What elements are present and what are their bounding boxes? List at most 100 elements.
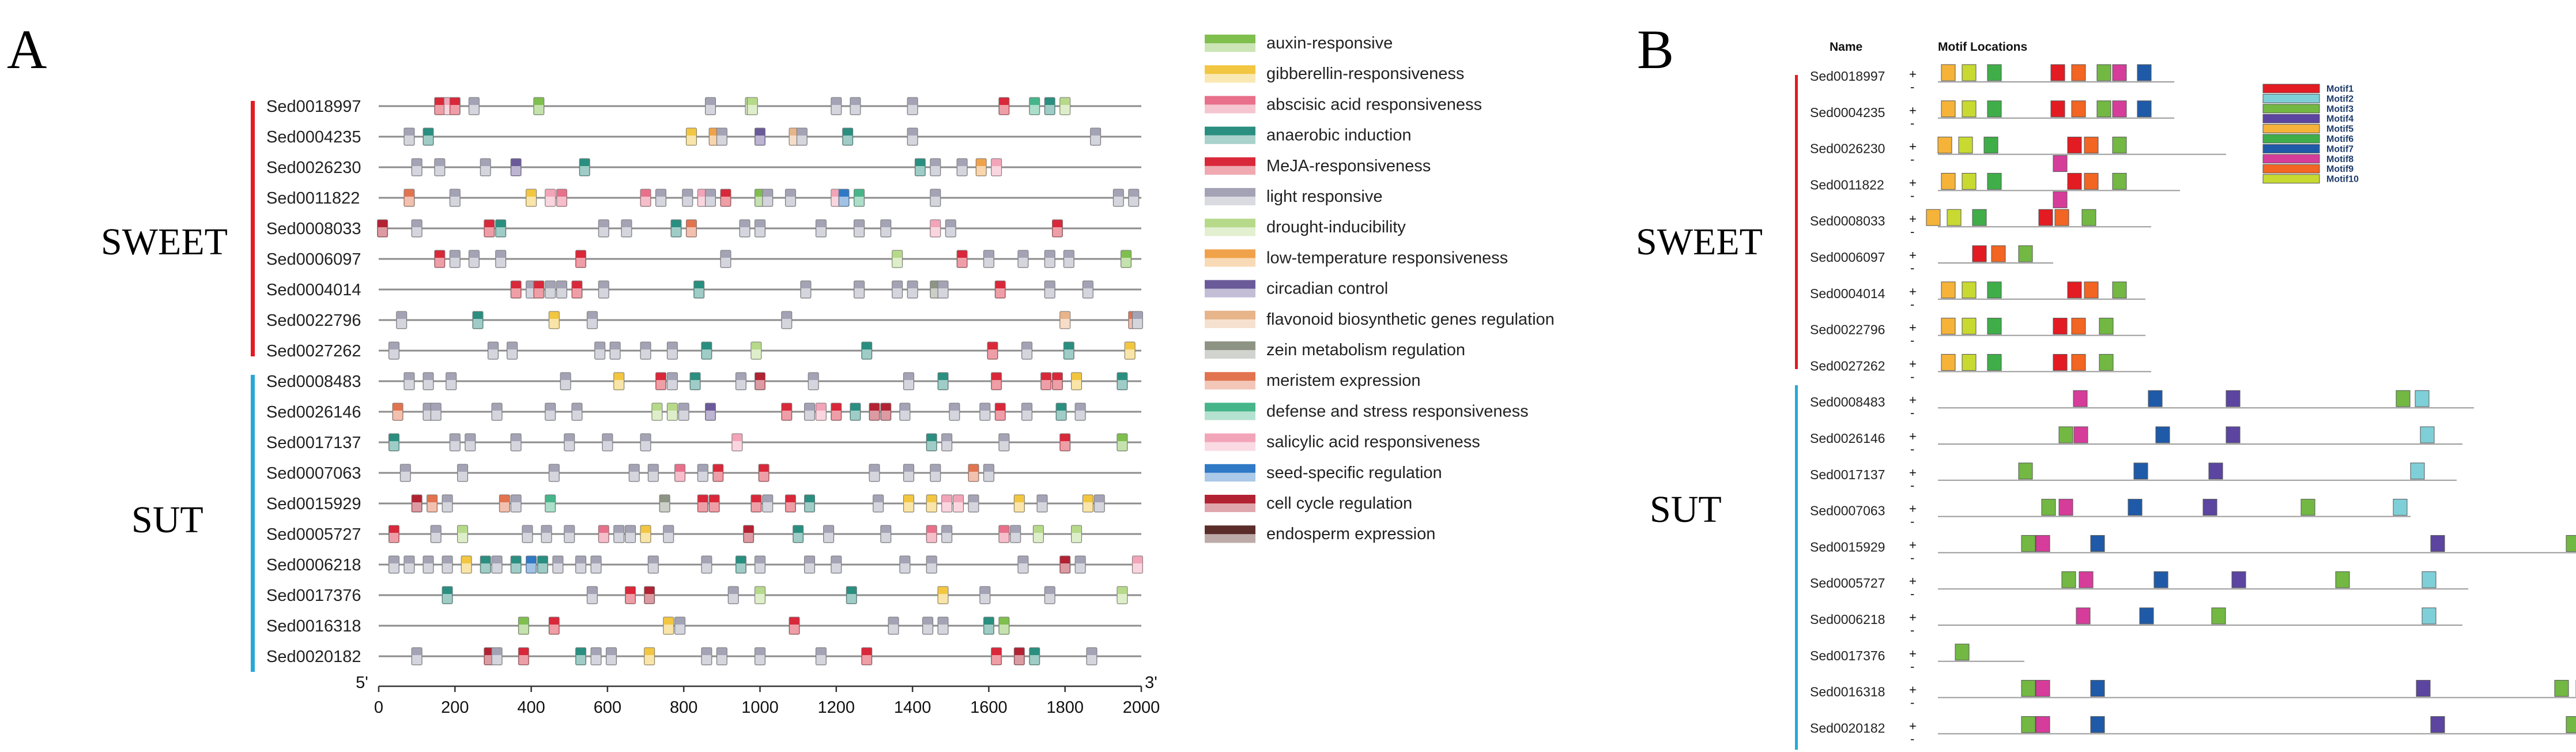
cis-element-highlight [1064, 258, 1074, 267]
legend-label: low-temperature responsiveness [1266, 249, 1508, 267]
cis-element-highlight [641, 441, 651, 450]
motif-box [2050, 100, 2065, 118]
cis-element-highlight [443, 563, 452, 573]
strand-plus: + [1909, 719, 1917, 733]
motif-box [1958, 137, 1973, 154]
cis-element-highlight [953, 502, 963, 512]
cis-element-highlight [572, 288, 582, 298]
legend-label: auxin-responsive [1266, 34, 1393, 52]
motif-box [1962, 172, 1977, 190]
cis-element-highlight [809, 380, 819, 389]
cis-element-highlight [751, 349, 761, 359]
cis-element-highlight [698, 502, 708, 512]
motif-box [2084, 137, 2099, 154]
strand-minus: - [1910, 695, 1914, 710]
panel-a-sut-bracket [251, 375, 255, 672]
cis-element-highlight [976, 166, 986, 175]
cis-element-highlight [667, 411, 677, 420]
cis-element-highlight [641, 197, 651, 206]
cis-element-highlight [782, 411, 791, 420]
cis-element-highlight [500, 502, 510, 512]
motif-box [1987, 318, 2002, 335]
motif-box [2300, 499, 2315, 516]
motif-legend-swatch [2262, 124, 2320, 134]
cis-element-highlight [736, 563, 746, 573]
cis-element-highlight [534, 105, 544, 114]
cis-element-highlight [706, 105, 715, 114]
cis-element-highlight [450, 105, 460, 114]
cis-element-highlight [801, 288, 810, 298]
panel-b-gene-label: Sed0016318 [1810, 685, 1885, 700]
motif-box [2566, 535, 2576, 552]
motif-box [2021, 535, 2036, 552]
strand-minus: - [1910, 514, 1914, 529]
cis-element-highlight [968, 472, 978, 481]
cis-element-highlight [854, 288, 864, 298]
motif-box [1962, 318, 1977, 335]
motif-box [1947, 209, 1962, 226]
cis-element-highlight [706, 411, 715, 420]
cis-element-highlight [545, 288, 555, 298]
motif-box [2112, 172, 2127, 190]
motif-box [2058, 426, 2073, 443]
cis-element-highlight [492, 563, 502, 573]
motif-box [2067, 172, 2082, 190]
panel-a-gene-label: Sed0017137 [266, 434, 361, 452]
panel-b-sweet-bracket [1795, 75, 1798, 369]
cis-element-highlight [900, 411, 910, 420]
cis-element-highlight [1029, 105, 1039, 114]
legend-swatch-gradient [1205, 258, 1255, 267]
cis-element-highlight [1072, 380, 1081, 389]
cis-element-highlight [938, 625, 948, 634]
cis-element-highlight [701, 349, 711, 359]
cis-element-highlight [1045, 288, 1055, 298]
panel-b-gene-label: Sed0017376 [1810, 648, 1885, 663]
cis-element-highlight [831, 411, 841, 420]
strand-minus: - [1910, 224, 1914, 239]
motif-box [2050, 64, 2065, 81]
cis-element-highlight [805, 502, 814, 512]
motif-legend-swatch [2262, 144, 2320, 153]
motif-box [2090, 535, 2105, 552]
cis-element-highlight [412, 166, 422, 175]
motif-box [2054, 209, 2069, 226]
motif-box [1987, 64, 2002, 81]
axis-tick-label: 200 [441, 698, 469, 717]
axis-tick-label: 1000 [741, 698, 779, 717]
cis-element-highlight [968, 502, 978, 512]
cis-element-highlight [755, 136, 765, 145]
cis-element-highlight [561, 380, 571, 389]
cis-element-highlight [862, 349, 872, 359]
cis-element-highlight [404, 136, 414, 145]
cis-element-highlight [423, 136, 433, 145]
cis-element-highlight [553, 563, 563, 573]
cis-element-highlight [869, 411, 879, 420]
cis-element-highlight [1060, 105, 1070, 114]
cis-element-highlight [1076, 411, 1085, 420]
cis-element-highlight [1018, 258, 1028, 267]
cis-element-highlight [404, 380, 414, 389]
cis-element-highlight [701, 655, 711, 664]
cis-element-highlight [755, 380, 765, 389]
cis-element-highlight [511, 441, 521, 450]
motif-box [2035, 535, 2050, 552]
cis-element-highlight [957, 166, 967, 175]
cis-element-highlight [1091, 136, 1100, 145]
cis-element-highlight [511, 502, 521, 512]
panel-b-letter: B [1637, 18, 1674, 80]
cis-element-highlight [1045, 258, 1055, 267]
axis-tick-label: 1400 [894, 698, 931, 717]
cis-element-highlight [908, 105, 918, 114]
cis-element-highlight [458, 472, 467, 481]
cis-element-highlight [534, 288, 544, 298]
strand-minus: - [1910, 405, 1914, 420]
strand-plus: + [1909, 502, 1917, 516]
panel-a-gene-label: Sed0026146 [266, 403, 361, 422]
cis-element-highlight [1060, 319, 1070, 328]
cis-element-highlight [873, 502, 883, 512]
cis-element-highlight [854, 227, 864, 236]
motif-box [2112, 137, 2127, 154]
cis-element-highlight [496, 258, 506, 267]
cis-element-highlight [610, 349, 620, 359]
panel-a-gene-label: Sed0005727 [266, 525, 361, 544]
